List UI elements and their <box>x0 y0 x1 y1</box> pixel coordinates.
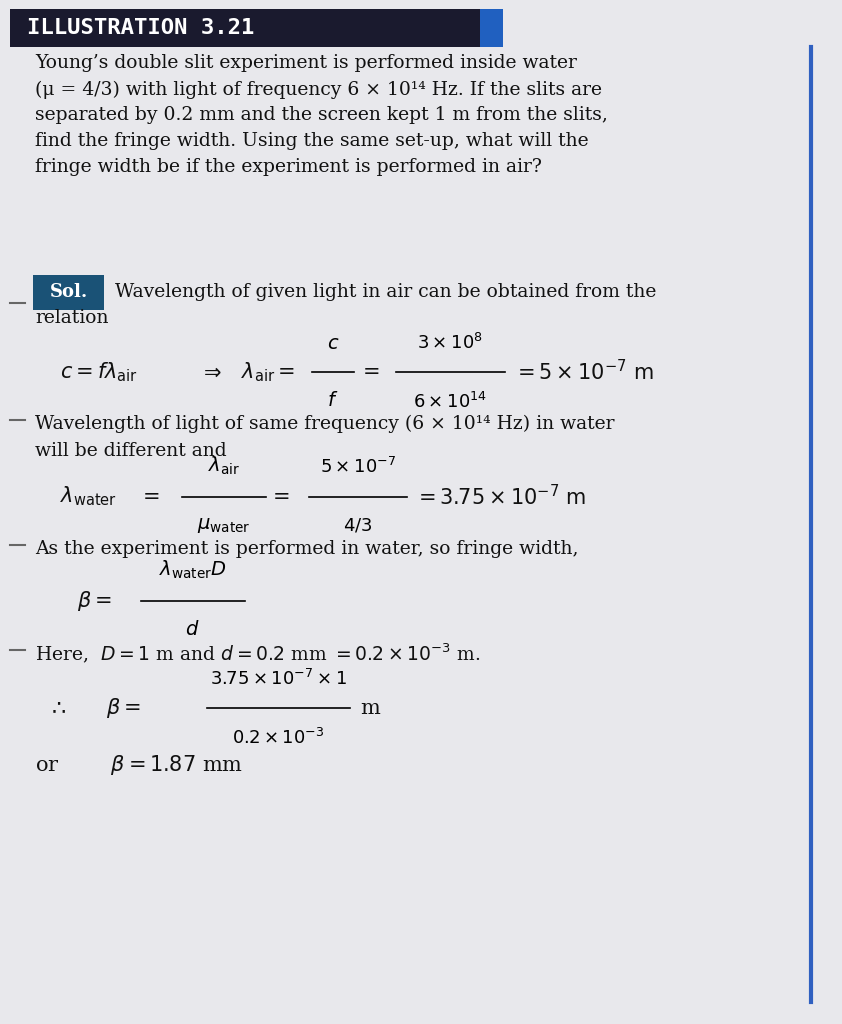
Text: $= 3.75\times10^{-7}$ m: $= 3.75\times10^{-7}$ m <box>414 484 586 509</box>
Text: ILLUSTRATION 3.21: ILLUSTRATION 3.21 <box>27 18 254 38</box>
Text: $c = f\lambda_{\rm air}$: $c = f\lambda_{\rm air}$ <box>60 360 138 384</box>
Text: $\lambda_{\rm air} =$: $\lambda_{\rm air} =$ <box>241 360 295 384</box>
Text: $3\times10^{8}$: $3\times10^{8}$ <box>418 333 483 352</box>
Text: $5\times10^{-7}$: $5\times10^{-7}$ <box>320 457 396 477</box>
Text: $\beta =$: $\beta =$ <box>106 696 141 720</box>
Text: $= 5\times10^{-7}$ m: $= 5\times10^{-7}$ m <box>514 359 654 385</box>
Text: Sol.: Sol. <box>50 284 88 301</box>
FancyBboxPatch shape <box>480 8 504 47</box>
Text: $f$: $f$ <box>328 391 338 411</box>
Text: relation: relation <box>35 309 109 327</box>
FancyBboxPatch shape <box>10 8 480 47</box>
Text: Here,  $D = 1$ m and $d = 0.2$ mm $= 0.2 \times 10^{-3}$ m.: Here, $D = 1$ m and $d = 0.2$ mm $= 0.2 … <box>35 641 481 665</box>
Text: Young’s double slit experiment is performed inside water
(μ = 4/3) with light of: Young’s double slit experiment is perfor… <box>35 54 608 176</box>
Text: $\lambda_{\rm water}D$: $\lambda_{\rm water}D$ <box>159 559 226 582</box>
Text: $4/3$: $4/3$ <box>344 516 373 535</box>
Text: Wavelength of light of same frequency (6 × 10¹⁴ Hz) in water: Wavelength of light of same frequency (6… <box>35 415 615 433</box>
Text: or        $\beta = 1.87$ mm: or $\beta = 1.87$ mm <box>35 754 243 777</box>
Text: $\Rightarrow$: $\Rightarrow$ <box>199 362 221 382</box>
Text: $3.75\times10^{-7}\times 1$: $3.75\times10^{-7}\times 1$ <box>210 669 347 689</box>
Text: $\mu_{\rm water}$: $\mu_{\rm water}$ <box>197 516 251 536</box>
Text: ∴: ∴ <box>51 698 66 718</box>
FancyBboxPatch shape <box>34 275 104 310</box>
Text: $6\times10^{14}$: $6\times10^{14}$ <box>413 391 488 412</box>
Text: As the experiment is performed in water, so fringe width,: As the experiment is performed in water,… <box>35 540 578 558</box>
Text: $0.2\times10^{-3}$: $0.2\times10^{-3}$ <box>232 727 324 748</box>
Text: $c$: $c$ <box>327 334 339 352</box>
Text: Wavelength of given light in air can be obtained from the: Wavelength of given light in air can be … <box>115 284 656 301</box>
Text: $d$: $d$ <box>185 621 200 639</box>
Text: will be different and: will be different and <box>35 441 226 460</box>
Text: m: m <box>360 698 381 718</box>
Text: $\lambda_{\rm water}$: $\lambda_{\rm water}$ <box>60 485 117 509</box>
Text: =: = <box>362 362 380 382</box>
Text: =: = <box>273 486 290 507</box>
Text: =: = <box>142 486 160 507</box>
Text: $\beta =$: $\beta =$ <box>77 589 112 612</box>
Text: $\lambda_{\rm air}$: $\lambda_{\rm air}$ <box>208 455 240 477</box>
